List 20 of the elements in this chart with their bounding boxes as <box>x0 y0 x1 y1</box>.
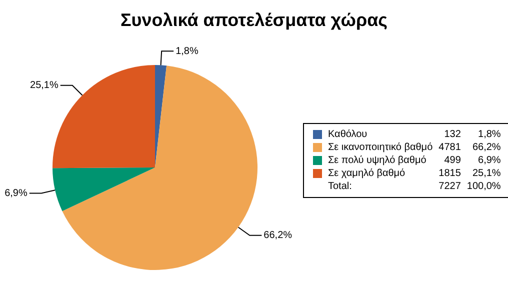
data-label: 6,9% <box>4 188 28 200</box>
text: 132 <box>443 128 462 141</box>
text: 1,8% <box>478 129 501 140</box>
data-label: 66,2% <box>264 230 292 242</box>
text: Total: <box>327 180 353 193</box>
text: 7227 <box>438 180 462 193</box>
chart-title: Συνολικά αποτελέσματα χώρας <box>119 10 389 31</box>
legend-label: Σε χαμηλό βαθμό <box>327 167 406 180</box>
text: 4781 <box>438 141 462 154</box>
text: 100,0% <box>466 180 502 193</box>
text: 25,1% <box>472 168 501 179</box>
data-label: 1,8% <box>176 46 198 57</box>
text: 499 <box>443 154 462 167</box>
legend-label: Καθόλου <box>327 128 368 141</box>
text: 1815 <box>438 167 462 180</box>
data-label: 25,1% <box>30 80 58 92</box>
legend-label: Σε ικανοποιητικό βαθμό <box>327 141 434 154</box>
text: 6,9% <box>478 155 501 166</box>
text: 66,2% <box>472 142 501 153</box>
legend-label: Σε πολύ υψηλό βαθμό <box>327 154 428 167</box>
